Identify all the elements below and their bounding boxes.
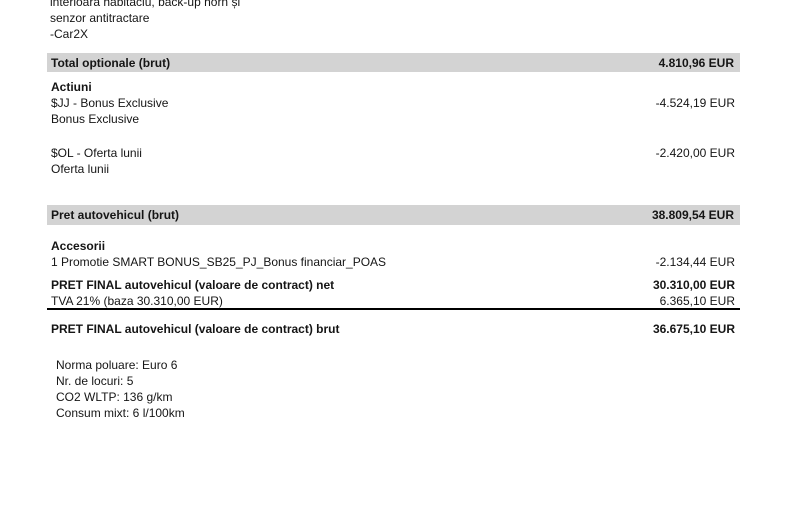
option-description-line: senzor antitractare: [50, 11, 150, 25]
final-brut-value: 36.675,10 EUR: [652, 322, 735, 336]
pret-autovehicul-value: 38.809,54 EUR: [651, 208, 734, 222]
option-description-line: -Car2X: [50, 27, 89, 41]
accesorii-heading: Accesorii: [51, 239, 106, 253]
actiuni-item-row: $JJ - Bonus Exclusive -4.524,19 EUR: [51, 95, 735, 111]
divider: [47, 308, 740, 310]
final-brut-row: PRET FINAL autovehicul (valoare de contr…: [51, 321, 735, 337]
pret-autovehicul-row: Pret autovehicul (brut) 38.809,54 EUR: [47, 205, 740, 225]
final-net-value: 30.310,00 EUR: [652, 278, 735, 292]
final-brut-label: PRET FINAL autovehicul (valoare de contr…: [51, 322, 340, 336]
option-description-line: interioară habitaclu, back-up horn și: [50, 0, 241, 9]
total-optionale-row: Total optionale (brut) 4.810,96 EUR: [47, 53, 740, 72]
vehicle-specs-block: Norma poluare: Euro 6 Nr. de locuri: 5 C…: [56, 357, 185, 421]
actiuni-item-code: $OL - Oferta lunii: [51, 146, 142, 160]
tva-value: 6.365,10 EUR: [659, 294, 735, 308]
final-net-label: PRET FINAL autovehicul (valoare de contr…: [51, 278, 335, 292]
tva-label: TVA 21% (baza 30.310,00 EUR): [51, 294, 223, 308]
accesorii-item-value: -2.134,44 EUR: [655, 255, 735, 269]
pret-autovehicul-label: Pret autovehicul (brut): [51, 208, 180, 222]
option-description-block: interioară habitaclu, back-up horn și se…: [50, 0, 240, 42]
accesorii-item-label: 1 Promotie SMART BONUS_SB25_PJ_Bonus fin…: [51, 255, 387, 269]
actiuni-heading: Actiuni: [51, 80, 92, 94]
total-optionale-label: Total optionale (brut): [51, 55, 171, 70]
spec-line: Norma poluare: Euro 6: [56, 358, 178, 372]
actiuni-item-value: -2.420,00 EUR: [655, 146, 735, 160]
actiuni-item-row: $OL - Oferta lunii -2.420,00 EUR: [51, 145, 735, 161]
spec-line: Consum mixt: 6 l/100km: [56, 406, 185, 420]
spec-line: CO2 WLTP: 136 g/km: [56, 390, 173, 404]
actiuni-item-name: Oferta lunii: [51, 162, 110, 176]
accesorii-item-row: 1 Promotie SMART BONUS_SB25_PJ_Bonus fin…: [51, 254, 735, 270]
total-optionale-value: 4.810,96 EUR: [658, 55, 734, 70]
actiuni-item-value: -4.524,19 EUR: [655, 96, 735, 110]
spec-line: Nr. de locuri: 5: [56, 374, 134, 388]
tva-row: TVA 21% (baza 30.310,00 EUR) 6.365,10 EU…: [51, 293, 735, 309]
actiuni-item-code: $JJ - Bonus Exclusive: [51, 96, 169, 110]
actiuni-item-name: Bonus Exclusive: [51, 112, 140, 126]
final-net-row: PRET FINAL autovehicul (valoare de contr…: [51, 277, 735, 293]
